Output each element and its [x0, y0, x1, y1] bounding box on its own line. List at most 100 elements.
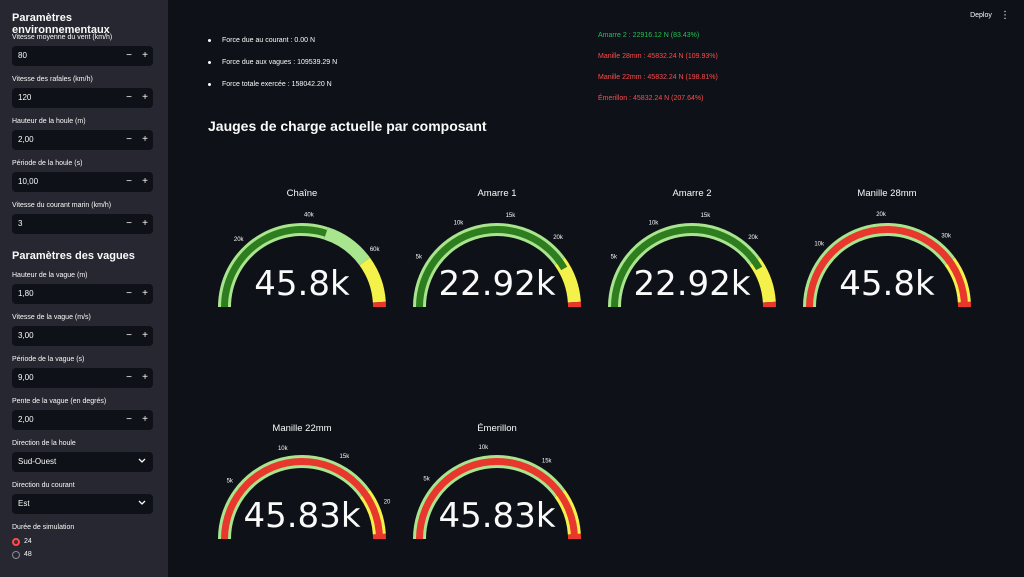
wave-period-input[interactable]: 9,00 − + — [12, 368, 153, 388]
gauge-value-bar — [416, 225, 568, 307]
swell-height-value[interactable]: 2,00 — [18, 135, 34, 144]
wave-period-increment-button[interactable]: + — [142, 372, 148, 383]
gauge-band — [567, 301, 581, 307]
wave-period-value[interactable]: 9,00 — [18, 373, 34, 382]
swell-direction-value[interactable]: Sud-Ouest — [18, 457, 57, 466]
wave-height-decrement-button[interactable]: − — [126, 288, 132, 299]
current-speed-label: Vitesse du courant marin (km/h) — [12, 202, 112, 209]
duration-option-label: 24 — [24, 538, 32, 545]
deploy-button[interactable]: Deploy — [970, 12, 992, 19]
duration-option-label: 48 — [24, 551, 32, 558]
gauge-band — [762, 301, 776, 307]
swell-height-increment-button[interactable]: + — [142, 134, 148, 145]
gauge-chart: 5k 10k 15k 20k 22.92k — [413, 213, 581, 307]
current-speed-input[interactable]: 3 − + — [12, 214, 153, 234]
gust-speed-input[interactable]: 120 − + — [12, 88, 153, 108]
swell-height-input[interactable]: 2,00 − + — [12, 130, 153, 150]
wave-height-input[interactable]: 1,80 − + — [12, 284, 153, 304]
swell-height-label: Hauteur de la houle (m) — [12, 118, 86, 125]
current-speed-increment-button[interactable]: + — [142, 218, 148, 229]
current-direction-select[interactable]: Est — [12, 494, 153, 514]
wave-speed-value[interactable]: 3,00 — [18, 331, 34, 340]
bullet-icon — [208, 83, 211, 86]
gauge-tick-label: 10k — [454, 220, 465, 226]
wind-speed-label: Vitesse moyenne du vent (km/h) — [12, 34, 113, 41]
bullet-icon — [208, 39, 211, 42]
gust-speed-value[interactable]: 120 — [18, 93, 32, 102]
wave-slope-value[interactable]: 2,00 — [18, 415, 34, 424]
gauge-tick-label: 5k — [227, 478, 234, 484]
wave-slope-decrement-button[interactable]: − — [126, 414, 132, 425]
swell-period-decrement-button[interactable]: − — [126, 176, 132, 187]
gauge-value: 22.92k — [633, 264, 750, 304]
wave-speed-input[interactable]: 3,00 − + — [12, 326, 153, 346]
gauge-title: Émerillon — [477, 423, 517, 434]
status-emerillon: Émerillon : 45832.24 N (207.64%) — [598, 95, 704, 102]
force-total-text: Force totale exercée : 158042.20 N — [222, 81, 332, 88]
current-speed-decrement-button[interactable]: − — [126, 218, 132, 229]
gauge-value-bar — [221, 226, 328, 307]
chevron-down-icon — [138, 458, 146, 463]
gauge-tick-label: 15k — [542, 458, 553, 464]
wave-height-increment-button[interactable]: + — [142, 288, 148, 299]
swell-period-input[interactable]: 10,00 − + — [12, 172, 153, 192]
gauge-title: Amarre 1 — [477, 188, 517, 199]
wave-height-label: Hauteur de la vague (m) — [12, 272, 88, 279]
gauge-chart: 20k 40k 60k 45.8k — [218, 212, 386, 307]
gust-speed-increment-button[interactable]: + — [142, 92, 148, 103]
gauge-value: 45.83k — [243, 496, 360, 536]
gauge-tick-label: 60k — [370, 247, 381, 253]
wind-speed-decrement-button[interactable]: − — [126, 50, 132, 61]
status-manille-22mm: Manille 22mm : 45832.24 N (198.81%) — [598, 74, 718, 81]
swell-period-increment-button[interactable]: + — [142, 176, 148, 187]
wave-slope-input[interactable]: 2,00 − + — [12, 410, 153, 430]
gauge-value: 45.8k — [839, 264, 935, 304]
radio-selected-icon[interactable] — [12, 538, 20, 546]
gauge-title: Chaîne — [286, 188, 318, 199]
gauge-amarre-2: Amarre 2 5k 10k 15k 20k 22.92k — [596, 188, 788, 312]
gauge-band — [359, 257, 386, 303]
wave-speed-decrement-button[interactable]: − — [126, 330, 132, 341]
swell-direction-label: Direction de la houle — [12, 440, 76, 447]
bullet-icon — [208, 61, 211, 64]
gauge-tick-label: 40k — [304, 212, 315, 218]
gauge-band — [372, 301, 386, 307]
current-direction-label: Direction du courant — [12, 482, 75, 489]
current-speed-value[interactable]: 3 — [18, 219, 23, 228]
main-menu-icon[interactable]: ⋮ — [1000, 10, 1010, 21]
gauge-tick-label: 5k — [423, 476, 430, 482]
gauge-tick-label: 10k — [278, 446, 289, 452]
current-direction-value[interactable]: Est — [18, 499, 30, 508]
gauge-chart: 10k 20k 30k 45.8k — [803, 212, 971, 307]
gauge-tick-label: 15k — [701, 213, 712, 219]
swell-direction-select[interactable]: Sud-Ouest — [12, 452, 153, 472]
wave-period-decrement-button[interactable]: − — [126, 372, 132, 383]
gauge-tick-label: 20k — [748, 235, 759, 241]
gauge-title: Amarre 2 — [672, 188, 712, 199]
gust-speed-decrement-button[interactable]: − — [126, 92, 132, 103]
swell-height-decrement-button[interactable]: − — [126, 134, 132, 145]
swell-period-value[interactable]: 10,00 — [18, 177, 39, 186]
gauge-chart: 5k 10k 15k 45.83k — [413, 445, 581, 539]
gauge-chaine: Chaîne 20k 40k 60k 45.8k — [206, 188, 398, 312]
sidebar: Paramètres environnementaux Vitesse moye… — [0, 0, 168, 577]
wind-speed-increment-button[interactable]: + — [142, 50, 148, 61]
status-manille-28mm: Manille 28mm : 45832.24 N (109.93%) — [598, 53, 718, 60]
gauge-chart: 5k 10k 15k 20 45.83k — [218, 446, 391, 539]
force-current-text: Force due au courant : 0.00 N — [222, 37, 315, 44]
wave-params-title: Paramètres des vagues — [12, 250, 135, 262]
wave-slope-increment-button[interactable]: + — [142, 414, 148, 425]
chevron-down-icon — [138, 500, 146, 505]
wave-speed-increment-button[interactable]: + — [142, 330, 148, 341]
wave-height-value[interactable]: 1,80 — [18, 289, 34, 298]
gauge-amarre-1: Amarre 1 5k 10k 15k 20k 22.92k — [401, 188, 593, 312]
radio-unselected-icon[interactable] — [12, 551, 20, 559]
gauge-tick-label: 20k — [234, 237, 245, 243]
gauge-manille-28mm: Manille 28mm 10k 20k 30k 45.8k — [791, 188, 983, 312]
wind-speed-value[interactable]: 80 — [18, 51, 27, 60]
swell-period-label: Période de la houle (s) — [12, 160, 83, 167]
gauge-value: 45.83k — [438, 496, 555, 536]
gauge-band — [323, 227, 370, 266]
wind-speed-input[interactable]: 80 − + — [12, 46, 153, 66]
gauge-tick-label: 5k — [416, 255, 423, 261]
